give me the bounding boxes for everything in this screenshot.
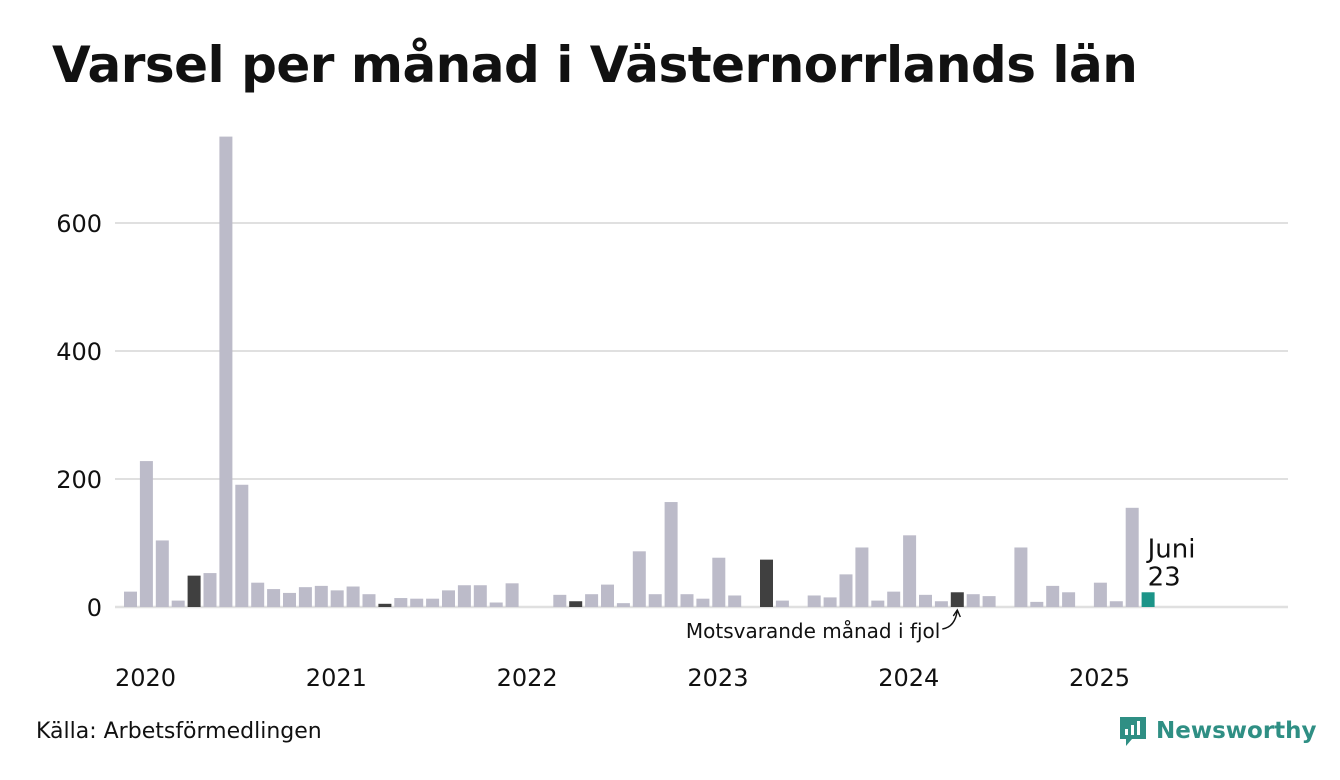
y-tick-label: 400 — [56, 338, 102, 366]
bar — [934, 601, 948, 607]
bar — [426, 598, 440, 607]
bar — [171, 600, 185, 607]
bar — [839, 574, 853, 607]
x-axis-ticks: 2020 2021 2022 2023 2024 2025 — [115, 664, 1130, 692]
bar — [601, 584, 614, 607]
bar — [457, 585, 471, 607]
x-tick-label: 2021 — [306, 664, 367, 692]
bar — [728, 595, 742, 607]
bar — [139, 461, 153, 607]
x-tick-label: 2023 — [687, 664, 748, 692]
chart-title: Varsel per månad i Västernorrlands län — [52, 36, 1138, 94]
bar — [871, 600, 885, 607]
current-value-label: Juni 23 — [1146, 534, 1196, 592]
bar — [1093, 582, 1107, 607]
bar-current-month — [1141, 592, 1155, 607]
bar — [235, 484, 249, 607]
bars — [124, 136, 1155, 607]
bar-same-month — [950, 592, 964, 607]
y-tick-label: 600 — [56, 210, 102, 238]
bar — [346, 586, 360, 607]
bar — [903, 535, 917, 607]
bar — [1030, 601, 1044, 607]
bar-chart: 0 200 400 600 2020 2021 2022 2023 2024 2025 Juni… — [56, 136, 1288, 692]
bar — [1109, 601, 1123, 607]
brand: Newsworthy — [1118, 714, 1317, 748]
bar — [362, 594, 376, 607]
bar — [696, 598, 710, 607]
bar — [489, 602, 503, 607]
bar — [410, 598, 424, 607]
bar — [919, 594, 932, 607]
bar — [887, 591, 901, 607]
bar — [807, 595, 821, 607]
x-tick-label: 2025 — [1069, 664, 1130, 692]
bar — [442, 590, 455, 607]
bar — [585, 594, 599, 607]
bar — [505, 583, 519, 607]
bar-same-month — [569, 601, 583, 607]
annotation-text: Motsvarande månad i fjol — [686, 619, 940, 643]
y-tick-label: 0 — [87, 594, 102, 622]
bar — [823, 597, 837, 607]
bar — [664, 502, 678, 607]
bar — [394, 598, 408, 607]
gridlines — [115, 222, 1288, 609]
bar — [219, 136, 233, 607]
bar-same-month — [760, 559, 773, 607]
bar — [314, 585, 328, 607]
bar — [855, 547, 869, 607]
annotation: Motsvarande månad i fjol — [686, 608, 961, 643]
bar-same-month — [187, 575, 201, 607]
bar — [124, 591, 137, 607]
annotation-arrow — [942, 608, 961, 630]
bar — [251, 582, 265, 607]
bar — [298, 587, 312, 607]
bar — [330, 590, 344, 607]
bar — [1046, 585, 1060, 607]
bar — [632, 551, 646, 607]
brand-name: Newsworthy — [1156, 718, 1317, 744]
bar — [648, 594, 662, 607]
x-tick-label: 2022 — [497, 664, 558, 692]
bar — [203, 573, 217, 607]
bar — [616, 603, 630, 607]
bar — [966, 594, 980, 607]
current-value-label: 23 — [1148, 562, 1181, 592]
bar — [982, 596, 996, 607]
bar — [553, 594, 567, 607]
bar — [267, 589, 281, 607]
bar — [473, 585, 487, 607]
bar — [712, 557, 726, 607]
bar — [283, 592, 296, 607]
newsworthy-logo-icon — [1120, 717, 1146, 746]
current-month-label: Juni — [1146, 534, 1196, 564]
bar — [680, 594, 694, 607]
y-tick-label: 200 — [56, 466, 102, 494]
source-text: Källa: Arbetsförmedlingen — [36, 719, 322, 744]
bar — [155, 540, 169, 607]
bar — [775, 600, 789, 607]
bar — [1014, 547, 1028, 607]
x-tick-label: 2020 — [115, 664, 176, 692]
x-tick-label: 2024 — [878, 664, 939, 692]
bar — [1062, 592, 1076, 607]
bar — [1125, 507, 1139, 607]
bar-same-month — [378, 603, 392, 607]
y-axis-ticks: 0 200 400 600 — [56, 210, 102, 622]
